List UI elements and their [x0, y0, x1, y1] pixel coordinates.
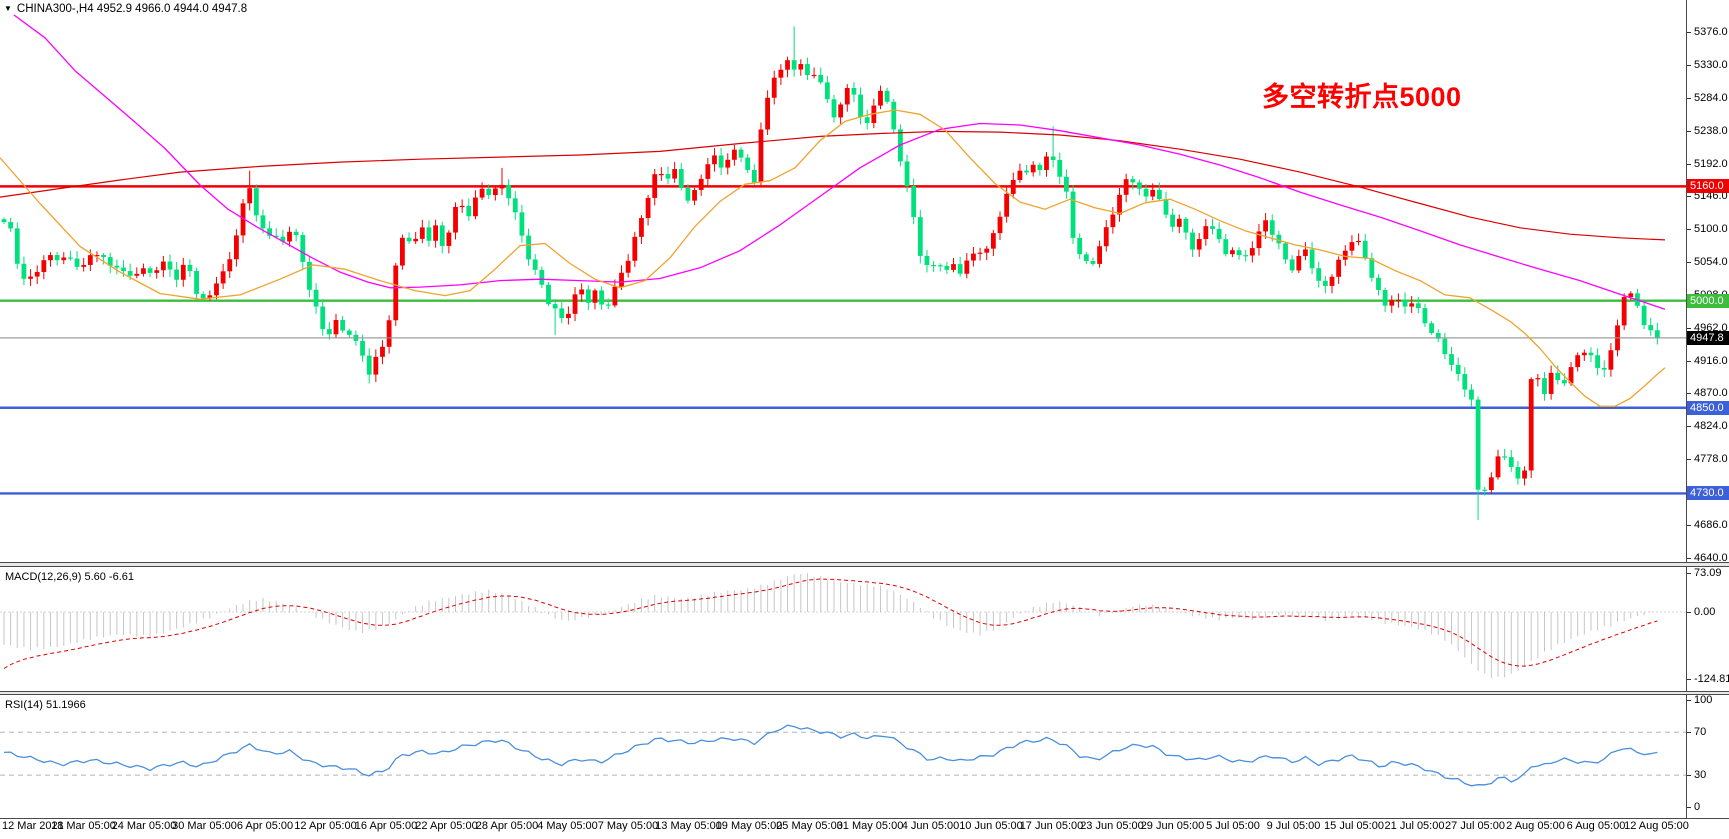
date-label: 24 Mar 05:00 — [111, 820, 177, 832]
date-label: 10 Jun 05:00 — [959, 820, 1023, 832]
price-level-badge: 4730.0 — [1687, 486, 1729, 501]
price-axis[interactable]: 5376.0 5330.0 5284.0 5238.0 5192.0 5146.0 5100… — [1686, 0, 1729, 818]
symbol-dropdown-icon[interactable]: ▼ — [4, 4, 12, 13]
rsi-tick-label: 100 — [1686, 694, 1713, 706]
macd-tick-label: -124.81 — [1686, 673, 1729, 686]
price-tick-label: 4686.0 — [1687, 518, 1728, 531]
price-level-badge: 5160.0 — [1687, 179, 1729, 194]
price-tick-label: 5054.0 — [1687, 256, 1728, 269]
price-tick-label: 4870.0 — [1687, 387, 1728, 400]
price-tick-label: 5100.0 — [1687, 223, 1728, 236]
price-tick-label: 4824.0 — [1687, 420, 1728, 433]
time-axis-line — [0, 818, 1729, 819]
price-tick-label: 4778.0 — [1687, 453, 1728, 466]
price-tick-label: 5238.0 — [1687, 124, 1728, 137]
date-label: 16 Apr 05:00 — [354, 820, 418, 832]
price-tick-label: 4962.0 — [1687, 321, 1728, 334]
date-label: 17 Jun 05:00 — [1019, 820, 1084, 832]
macd-tick-label: 73.09 — [1687, 566, 1722, 579]
date-label: 4 Jun 05:00 — [901, 820, 960, 832]
price-tick-label: 4640.0 — [1687, 551, 1728, 564]
date-label: 5 Jul 05:00 — [1206, 820, 1260, 832]
date-label: 22 Apr 05:00 — [415, 820, 478, 832]
rsi-panel-canvas[interactable] — [0, 695, 1686, 818]
price-chart-canvas[interactable] — [0, 0, 1686, 562]
date-label: 13 May 05:00 — [655, 820, 722, 832]
date-label: 12 Aug 05:00 — [1624, 820, 1689, 832]
date-label: 25 May 05:00 — [776, 820, 843, 832]
macd-tick-label: 0.00 — [1686, 606, 1716, 618]
date-label: 23 Jun 05:00 — [1080, 820, 1144, 832]
rsi-tick-label: 30 — [1686, 769, 1707, 782]
price-tick-label: 5330.0 — [1687, 58, 1728, 71]
macd-indicator-label: MACD(12,26,9) 5.60 -6.61 — [5, 571, 135, 583]
date-label: 6 Apr 05:00 — [236, 820, 294, 832]
price-tick-label: 5146.0 — [1687, 190, 1728, 203]
rsi-tick-label: 0 — [1686, 801, 1701, 814]
price-tick-label: 5376.0 — [1687, 26, 1728, 39]
date-label: 31 May 05:00 — [836, 820, 904, 832]
price-level-badge: 5000.0 — [1687, 293, 1729, 308]
date-label: 2 Aug 05:00 — [1506, 820, 1565, 832]
panel-separator-2[interactable] — [0, 691, 1729, 695]
rsi-indicator-label: RSI(14) 51.1966 — [5, 699, 86, 711]
date-label: 9 Jul 05:00 — [1266, 820, 1321, 832]
time-axis[interactable]: 12 Mar 2021 18 Mar 05:00 24 Mar 05:00 30 Ma… — [0, 820, 1729, 838]
annotation-text[interactable]: 多空转折点5000 — [1262, 82, 1462, 112]
macd-panel-canvas[interactable] — [0, 567, 1686, 691]
date-label: 21 Jul 05:00 — [1384, 820, 1445, 832]
price-tick-label: 5192.0 — [1687, 157, 1728, 170]
date-label: 28 Apr 05:00 — [475, 820, 539, 832]
symbol-ohlc-text: CHINA300-,H4 4952.9 4966.0 4944.0 4947.8 — [16, 3, 248, 15]
date-label: 19 May 05:00 — [715, 820, 783, 832]
price-level-badge: 4850.0 — [1687, 400, 1729, 415]
date-label: 6 Aug 05:00 — [1566, 820, 1626, 832]
date-label: 27 Jul 05:00 — [1445, 820, 1505, 832]
date-label: 29 Jun 05:00 — [1140, 820, 1205, 832]
price-tick-label: 4916.0 — [1687, 354, 1728, 367]
date-label: 12 Mar 2021 — [2, 820, 64, 832]
price-tick-label: 5284.0 — [1687, 91, 1728, 104]
price-level-badge: 4947.8 — [1687, 330, 1729, 345]
date-label: 4 May 05:00 — [537, 820, 598, 832]
chart-title: ▼ CHINA300-,H4 4952.9 4966.0 4944.0 4947.… — [4, 3, 247, 15]
rsi-tick-label: 70 — [1686, 726, 1707, 739]
date-label: 18 Mar 05:00 — [51, 820, 116, 832]
date-label: 7 May 05:00 — [597, 820, 659, 832]
date-label: 15 Jul 05:00 — [1324, 820, 1384, 832]
date-label: 30 Mar 05:00 — [172, 820, 237, 832]
panel-separator-1[interactable] — [0, 562, 1729, 567]
date-label: 12 Apr 05:00 — [294, 820, 357, 832]
